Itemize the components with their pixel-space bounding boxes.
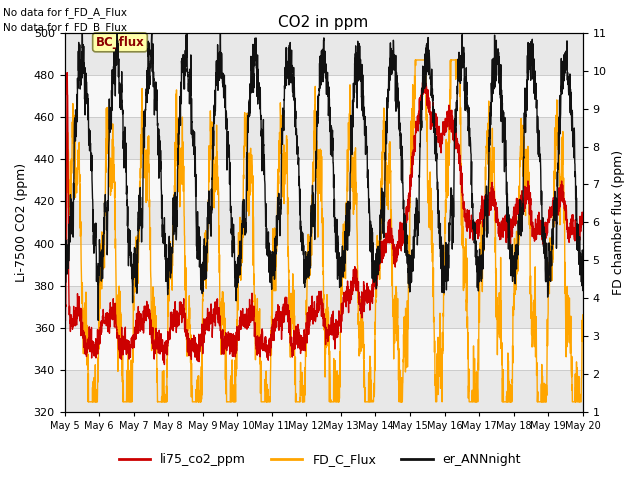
Bar — [65, 243, 583, 286]
Bar — [65, 202, 583, 243]
Bar — [65, 159, 583, 202]
Text: No data for f_FD_A_Flux: No data for f_FD_A_Flux — [3, 7, 127, 18]
Text: No data for f_FD_B_Flux: No data for f_FD_B_Flux — [3, 22, 127, 33]
Bar — [65, 328, 583, 370]
Bar — [65, 286, 583, 328]
Bar — [65, 33, 583, 75]
Text: BC_flux: BC_flux — [95, 36, 145, 49]
Title: CO2 in ppm: CO2 in ppm — [278, 15, 369, 30]
Bar — [65, 117, 583, 159]
Bar — [65, 75, 583, 117]
Legend: li75_co2_ppm, FD_C_Flux, er_ANNnight: li75_co2_ppm, FD_C_Flux, er_ANNnight — [114, 448, 526, 471]
Y-axis label: Li-7500 CO2 (ppm): Li-7500 CO2 (ppm) — [15, 163, 28, 282]
Y-axis label: FD chamber flux (ppm): FD chamber flux (ppm) — [612, 150, 625, 295]
Bar — [65, 370, 583, 412]
